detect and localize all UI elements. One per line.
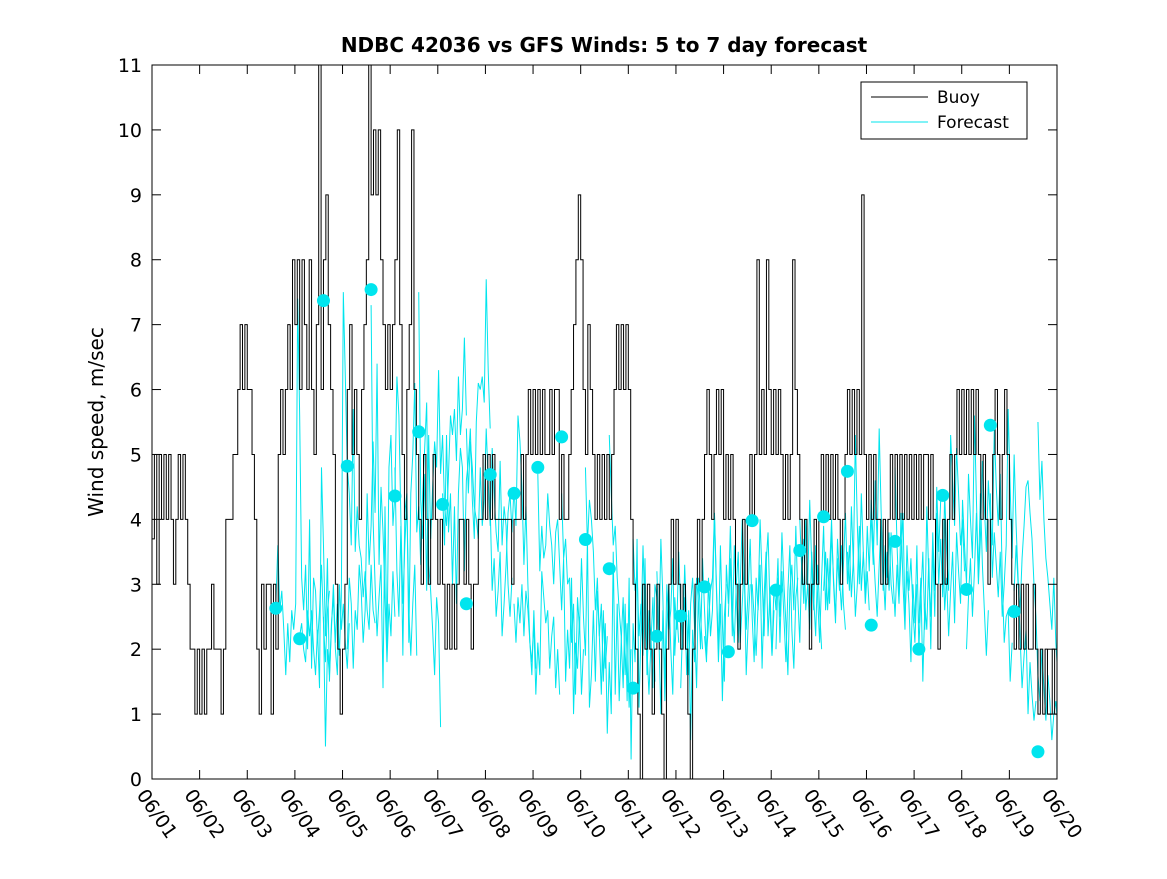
forecast-marker-2 xyxy=(316,294,330,308)
forecast-line-8 xyxy=(465,428,513,617)
y-tick-label-5: 5 xyxy=(130,444,142,466)
forecast-marker-5 xyxy=(388,489,402,503)
forecast-marker-16 xyxy=(650,629,664,643)
forecast-line-30 xyxy=(989,409,1037,721)
forecast-marker-9 xyxy=(483,468,497,482)
forecast-marker-7 xyxy=(436,497,450,511)
forecast-marker-12 xyxy=(555,430,569,444)
legend-label-0: Buoy xyxy=(937,88,980,108)
forecast-line-25 xyxy=(870,428,918,643)
forecast-line-1 xyxy=(299,467,350,689)
forecast-marker-28 xyxy=(936,488,950,502)
forecast-marker-32 xyxy=(1031,745,1045,759)
axes-box xyxy=(151,64,1058,780)
forecast-line-22 xyxy=(799,499,846,643)
y-tick-label-8: 8 xyxy=(130,250,142,272)
forecast-line-9 xyxy=(489,415,537,676)
forecast-marker-27 xyxy=(912,642,926,656)
forecast-line-13 xyxy=(584,467,632,734)
forecast-line-7 xyxy=(442,279,491,604)
y-tick-label-10: 10 xyxy=(118,120,142,142)
forecast-marker-10 xyxy=(507,486,521,500)
y-tick-label-7: 7 xyxy=(130,315,142,337)
forecast-marker-0 xyxy=(269,601,283,615)
forecast-line-23 xyxy=(823,512,870,624)
y-tick-label-9: 9 xyxy=(130,185,142,207)
forecast-marker-20 xyxy=(745,514,759,528)
forecast-line-18 xyxy=(704,512,751,682)
y-axis-label: Wind speed, m/sec xyxy=(84,327,108,517)
forecast-marker-3 xyxy=(340,459,354,473)
forecast-marker-18 xyxy=(698,580,712,594)
buoy-line xyxy=(152,65,1057,779)
forecast-marker-13 xyxy=(578,532,592,546)
forecast-marker-21 xyxy=(769,583,783,597)
forecast-line-6 xyxy=(418,292,467,591)
legend-label-1: Forecast xyxy=(937,113,1009,133)
forecast-line-27 xyxy=(918,434,966,682)
forecast-marker-30 xyxy=(983,418,997,432)
forecast-line-2 xyxy=(322,292,376,747)
forecast-marker-14 xyxy=(602,562,616,576)
forecast-line-31 xyxy=(1013,480,1057,741)
forecast-marker-25 xyxy=(864,618,878,632)
forecast-line-26 xyxy=(894,467,942,663)
forecast-marker-22 xyxy=(793,544,807,558)
y-tick-label-4: 4 xyxy=(130,509,142,531)
y-tick-label-3: 3 xyxy=(130,574,142,596)
forecast-marker-26 xyxy=(888,534,902,548)
forecast-marker-4 xyxy=(364,283,378,297)
forecast-marker-11 xyxy=(531,460,545,474)
legend-box xyxy=(860,81,1028,140)
plot-clip-group xyxy=(152,65,1057,779)
chart-title: NDBC 42036 vs GFS Winds: 5 to 7 day fore… xyxy=(341,33,868,57)
y-tick-label-1: 1 xyxy=(130,704,142,726)
forecast-line-11 xyxy=(537,473,584,715)
forecast-marker-31 xyxy=(1007,605,1021,619)
forecast-marker-19 xyxy=(721,645,735,659)
forecast-marker-17 xyxy=(674,609,688,623)
y-tick-label-0: 0 xyxy=(130,769,142,791)
forecast-marker-29 xyxy=(960,582,973,596)
forecast-line-15 xyxy=(632,538,680,689)
forecast-marker-8 xyxy=(459,597,473,611)
forecast-line-10 xyxy=(513,571,561,695)
plot-area xyxy=(152,65,1057,779)
forecast-line-5 xyxy=(394,383,442,728)
y-tick-label-2: 2 xyxy=(130,639,142,661)
forecast-marker-23 xyxy=(817,510,831,524)
forecast-line-20 xyxy=(751,519,799,669)
y-tick-label-11: 11 xyxy=(118,55,142,77)
forecast-line-3 xyxy=(346,363,396,669)
forecast-line-12 xyxy=(561,493,608,708)
forecast-line-32 xyxy=(1037,421,1057,671)
y-tick-label-6: 6 xyxy=(130,380,142,402)
forecast-line-29 xyxy=(966,428,1013,682)
forecast-marker-6 xyxy=(412,425,426,439)
forecast-marker-15 xyxy=(626,681,640,695)
forecast-marker-24 xyxy=(840,464,854,478)
forecast-marker-1 xyxy=(293,632,307,646)
legend: Buoy Forecast xyxy=(860,81,1028,140)
